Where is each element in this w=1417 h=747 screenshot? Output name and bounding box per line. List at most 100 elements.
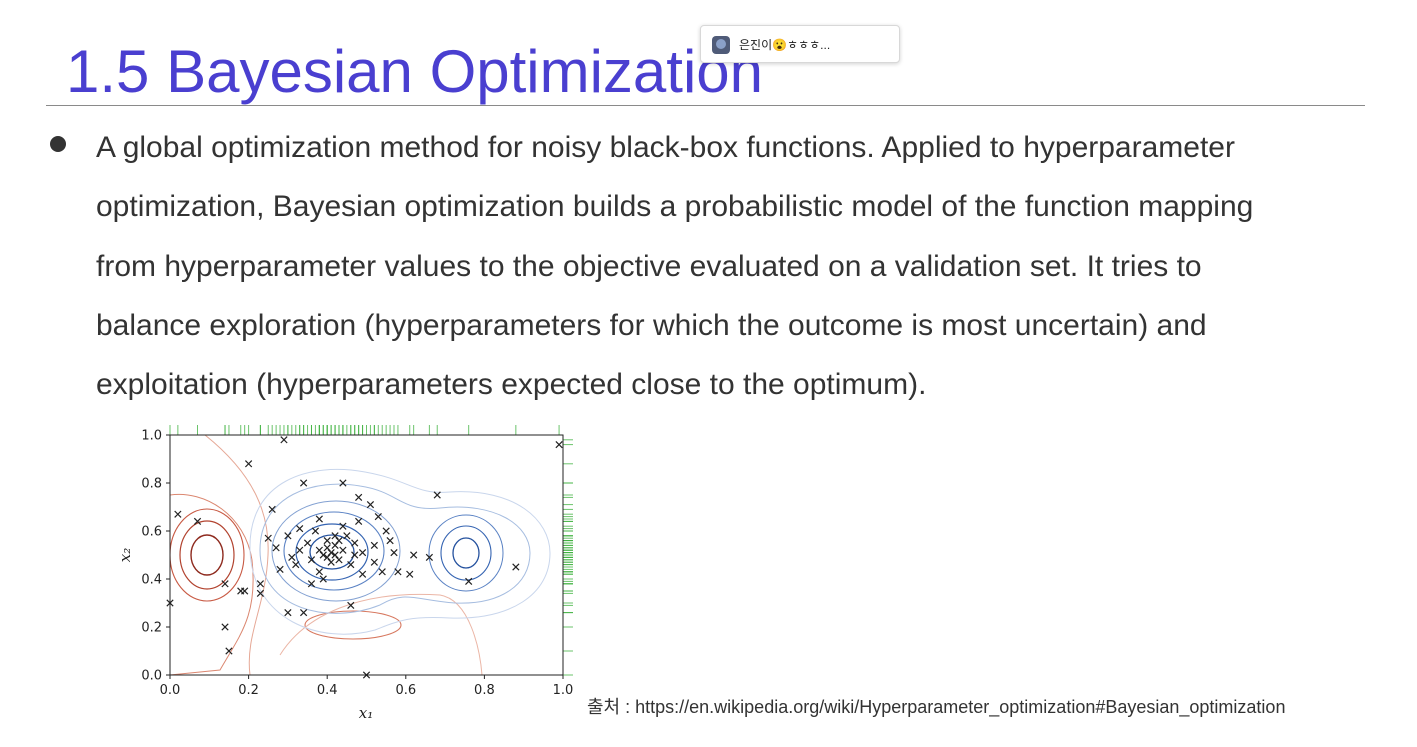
data-point-marker	[284, 532, 292, 540]
y-tick-label: 0.2	[141, 621, 162, 636]
data-point-marker	[288, 553, 296, 562]
contour-high	[279, 593, 483, 675]
data-point-marker	[323, 553, 331, 562]
data-point-marker	[335, 556, 343, 564]
data-point-marker	[221, 623, 229, 631]
data-point-marker	[311, 527, 320, 535]
contour-low	[440, 525, 492, 581]
body-text-line: optimization, Bayesian optimization buil…	[96, 190, 1254, 223]
x-tick-label: 0.2	[238, 683, 259, 698]
data-point-marker	[358, 570, 367, 578]
contour-low	[259, 483, 531, 614]
bayesian-optimization-contour-chart: 0.0 0.2 0.4 0.6 0.8 1.0 0.0 0.2 0.4 0.6 0.8 1.0 x₁…	[116, 425, 574, 722]
data-point-marker	[315, 546, 323, 554]
x-tick-label: 1.0	[553, 683, 574, 698]
data-point-marker	[390, 548, 398, 557]
x-tick-label: 0.8	[474, 683, 495, 698]
x-axis-ticks: 0.0 0.2 0.4 0.6 0.8 1.0	[160, 675, 574, 698]
data-point-marker	[280, 436, 288, 444]
data-point-marker	[331, 551, 339, 559]
data-point-marker	[307, 556, 316, 564]
marginal-rug-x	[169, 425, 560, 435]
bullet-point	[50, 136, 66, 152]
data-point-marker	[244, 460, 253, 468]
y-tick-label: 0.6	[141, 525, 162, 540]
data-point-marker	[406, 570, 414, 578]
data-point-marker	[319, 551, 327, 559]
body-text-line: balance exploration (hyperparameters for…	[96, 309, 1207, 342]
data-point-marker	[319, 575, 327, 583]
data-point-marker	[339, 522, 347, 530]
data-point-marker	[374, 512, 382, 521]
x-tick-label: 0.6	[395, 683, 416, 698]
data-point-marker	[339, 546, 347, 554]
data-point-marker	[166, 599, 174, 607]
data-point-marker	[358, 548, 367, 557]
data-point-marker	[355, 493, 363, 502]
marginal-rug-y	[563, 439, 573, 676]
data-point-marker	[276, 565, 284, 574]
contour-high	[204, 435, 269, 675]
y-axis-label: x₂	[116, 548, 134, 562]
contour-low	[283, 511, 385, 591]
data-point-marker	[347, 601, 355, 610]
data-point-marker	[351, 551, 359, 559]
data-point-marker	[315, 515, 323, 523]
data-point-marker	[331, 532, 339, 540]
data-point-marker	[370, 541, 378, 550]
contour-low	[295, 523, 369, 581]
data-point-marker	[174, 510, 182, 518]
data-point-marker	[315, 568, 323, 576]
data-point-marker	[351, 539, 359, 547]
data-point-marker	[225, 647, 233, 655]
x-tick-label: 0.0	[160, 683, 181, 698]
y-tick-label: 0.4	[141, 573, 162, 588]
data-point-marker	[299, 479, 308, 487]
contour-high	[170, 508, 245, 602]
data-point-marker	[378, 568, 386, 576]
data-point-marker	[256, 580, 265, 588]
data-point-marker	[394, 568, 402, 576]
chat-preview-text: 은진이😮ㅎㅎㅎ...	[739, 38, 831, 52]
data-point-marker	[425, 553, 434, 562]
data-point-marker	[284, 608, 292, 617]
data-point-marker	[327, 548, 335, 557]
data-point-marker	[268, 505, 276, 514]
x-axis-label: x₁	[359, 704, 373, 722]
body-text-line: exploitation (hyperparameters expected c…	[96, 368, 927, 401]
contour-low	[428, 514, 504, 592]
data-point-marker	[465, 577, 473, 586]
chat-notification-popup[interactable]: 은진이😮ㅎㅎㅎ...	[700, 25, 900, 63]
data-point-marker	[296, 546, 304, 554]
contour-low	[452, 537, 480, 569]
data-point-marker	[323, 536, 331, 545]
data-point-marker	[307, 580, 316, 588]
contour-high	[304, 610, 402, 640]
data-point-marker	[256, 589, 265, 598]
data-point-marker	[264, 534, 272, 542]
y-tick-label: 1.0	[141, 429, 162, 444]
contour-low	[271, 500, 401, 602]
x-tick-label: 0.4	[317, 683, 338, 698]
y-tick-label: 0.0	[141, 669, 162, 684]
data-point-marker	[555, 440, 563, 449]
data-point-marker	[366, 500, 375, 509]
body-text-line: A global optimization method for noisy b…	[96, 131, 1235, 164]
contour-high	[179, 520, 235, 590]
data-point-marker	[221, 580, 229, 588]
data-point-marker	[410, 551, 418, 559]
y-axis-ticks: 0.0 0.2 0.4 0.6 0.8 1.0	[141, 429, 170, 684]
data-point-marker	[382, 527, 390, 535]
data-point-marker	[362, 671, 371, 679]
data-point-marker	[343, 532, 351, 540]
sample-points	[166, 436, 563, 679]
data-point-marker	[292, 560, 300, 569]
data-point-marker	[370, 558, 378, 566]
contour-high	[170, 493, 254, 675]
data-point-marker	[323, 544, 331, 552]
data-point-marker	[433, 491, 441, 499]
contour-low	[309, 534, 355, 570]
y-tick-label: 0.8	[141, 477, 162, 492]
data-point-marker	[331, 541, 339, 550]
data-point-marker	[241, 587, 249, 595]
